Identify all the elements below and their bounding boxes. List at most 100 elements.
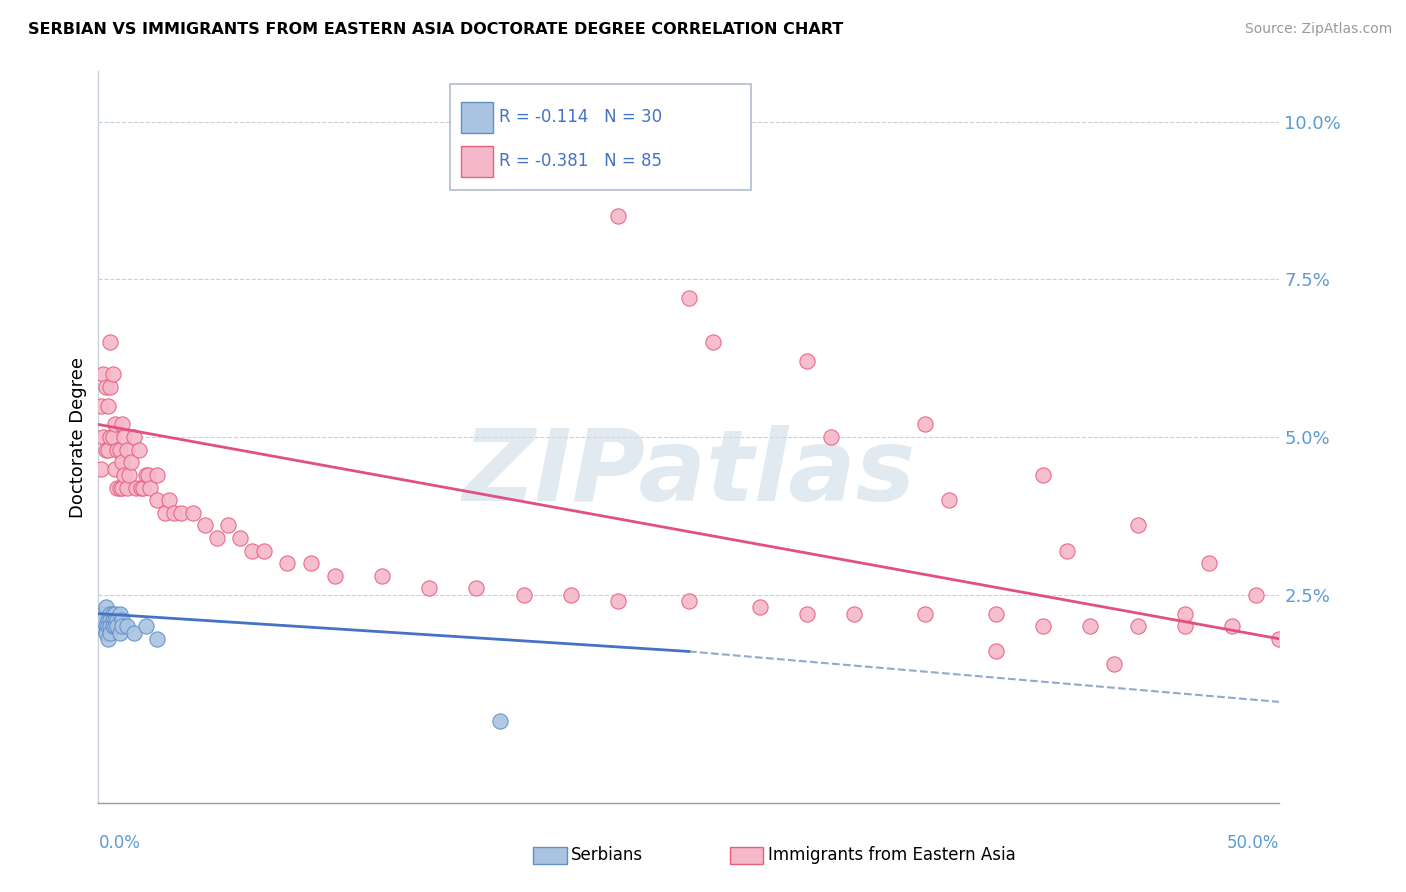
Point: [163, 506, 186, 520]
Point: [418, 582, 440, 596]
Point: [101, 619, 124, 633]
Point: [105, 619, 128, 633]
Point: [194, 518, 217, 533]
Point: [748, 600, 770, 615]
Point: [465, 582, 488, 596]
Point: [97, 613, 120, 627]
Point: [1032, 467, 1054, 482]
Point: [1126, 619, 1149, 633]
Point: [105, 481, 128, 495]
Point: [1126, 518, 1149, 533]
Point: [129, 481, 152, 495]
Point: [1220, 619, 1243, 633]
Point: [104, 417, 127, 432]
Point: [104, 613, 127, 627]
Text: Immigrants from Eastern Asia: Immigrants from Eastern Asia: [768, 847, 1015, 864]
Point: [914, 417, 936, 432]
Point: [512, 588, 534, 602]
Point: [125, 481, 148, 495]
Point: [1198, 556, 1220, 570]
Point: [90, 619, 112, 633]
Point: [1268, 632, 1291, 646]
Point: [489, 714, 512, 728]
Point: [112, 467, 135, 482]
Point: [181, 506, 204, 520]
Point: [323, 569, 346, 583]
Point: [136, 467, 159, 482]
Point: [97, 399, 120, 413]
Text: R = -0.381   N = 85: R = -0.381 N = 85: [499, 153, 662, 170]
Point: [118, 467, 141, 482]
Text: Source: ZipAtlas.com: Source: ZipAtlas.com: [1244, 22, 1392, 37]
Point: [105, 442, 128, 457]
Point: [104, 607, 127, 621]
Point: [938, 493, 960, 508]
Point: [135, 467, 157, 482]
Point: [98, 379, 121, 393]
Point: [132, 481, 155, 495]
Point: [115, 442, 138, 457]
Text: R = -0.114   N = 30: R = -0.114 N = 30: [499, 109, 662, 127]
Point: [128, 442, 150, 457]
Point: [101, 367, 124, 381]
Point: [94, 625, 117, 640]
Point: [146, 467, 169, 482]
Point: [253, 543, 276, 558]
Point: [97, 619, 120, 633]
Point: [122, 625, 145, 640]
Point: [914, 607, 936, 621]
Point: [607, 594, 630, 608]
Point: [299, 556, 322, 570]
Point: [229, 531, 252, 545]
Point: [104, 461, 127, 475]
Point: [108, 442, 131, 457]
Point: [170, 506, 193, 520]
Point: [91, 613, 114, 627]
Point: [796, 607, 818, 621]
Point: [94, 600, 117, 615]
Point: [105, 613, 128, 627]
Point: [98, 607, 121, 621]
Point: [108, 625, 131, 640]
Point: [101, 607, 124, 621]
Point: [101, 613, 124, 627]
Point: [94, 442, 117, 457]
Point: [115, 619, 138, 633]
Point: [94, 619, 117, 633]
Point: [98, 335, 121, 350]
Point: [844, 607, 866, 621]
Text: SERBIAN VS IMMIGRANTS FROM EASTERN ASIA DOCTORATE DEGREE CORRELATION CHART: SERBIAN VS IMMIGRANTS FROM EASTERN ASIA …: [28, 22, 844, 37]
Point: [1056, 543, 1078, 558]
Point: [90, 461, 112, 475]
Point: [111, 417, 134, 432]
Point: [157, 493, 180, 508]
Text: ZIPatlas: ZIPatlas: [463, 425, 915, 522]
Point: [678, 291, 700, 305]
Point: [984, 644, 1007, 658]
Point: [135, 619, 157, 633]
Point: [98, 430, 121, 444]
Point: [98, 625, 121, 640]
Point: [108, 481, 131, 495]
Point: [146, 493, 169, 508]
Point: [139, 481, 162, 495]
Point: [91, 367, 114, 381]
Point: [146, 632, 169, 646]
Point: [1174, 607, 1197, 621]
Point: [101, 430, 124, 444]
Point: [1174, 619, 1197, 633]
Point: [111, 613, 134, 627]
Point: [240, 543, 263, 558]
Point: [104, 619, 127, 633]
Point: [121, 455, 143, 469]
Point: [702, 335, 724, 350]
Point: [94, 379, 117, 393]
Point: [1032, 619, 1054, 633]
Point: [205, 531, 228, 545]
Point: [796, 354, 818, 368]
Y-axis label: Doctorate Degree: Doctorate Degree: [69, 357, 87, 517]
Point: [111, 481, 134, 495]
Point: [115, 481, 138, 495]
Point: [97, 442, 120, 457]
Point: [1244, 588, 1267, 602]
